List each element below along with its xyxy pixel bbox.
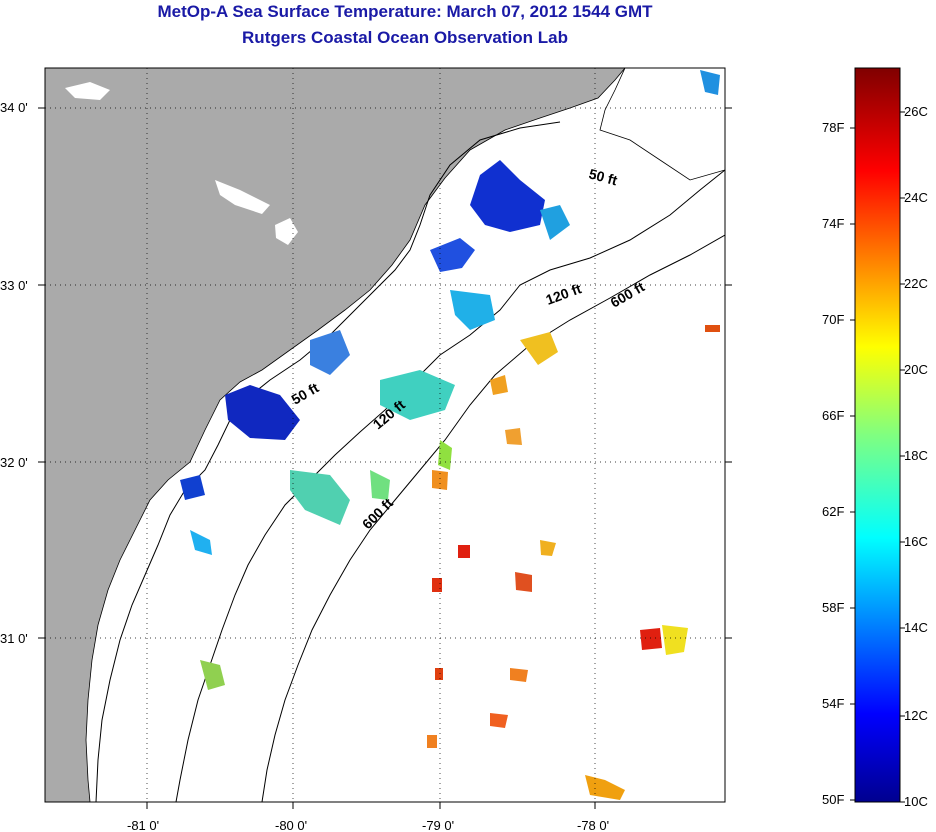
lat-tick-32: 32 0' <box>0 455 28 470</box>
land-mass <box>45 68 626 802</box>
map-frame <box>44 67 726 803</box>
colorbar-f-labels: 78F 74F 70F 66F 62F 58F 54F 50F <box>822 120 855 807</box>
lon-tick-80: -80 0' <box>275 818 307 832</box>
colorbar-c-label: 20C <box>904 362 928 377</box>
contour-600ft <box>261 234 725 802</box>
lon-tick-81: -81 0' <box>127 818 159 832</box>
map-title: MetOp-A Sea Surface Temperature: March 0… <box>157 2 653 21</box>
colorbar-f-label: 50F <box>822 792 844 807</box>
colorbar-c-label: 10C <box>904 794 928 809</box>
colorbar-f-label: 70F <box>822 312 844 327</box>
colorbar-c-label: 12C <box>904 708 928 723</box>
map-subtitle: Rutgers Coastal Ocean Observation Lab <box>242 28 568 47</box>
lon-tick-78: -78 0' <box>577 818 609 832</box>
lat-tick-31: 31 0' <box>0 631 28 646</box>
colorbar-c-labels: 26C 24C 22C 20C 18C 16C 14C 12C 10C <box>900 104 928 809</box>
lat-tick-34: 34 0' <box>0 100 28 115</box>
colorbar <box>854 67 901 803</box>
colorbar-c-label: 18C <box>904 448 928 463</box>
colorbar-c-label: 14C <box>904 620 928 635</box>
colorbar-c-label: 26C <box>904 104 928 119</box>
colorbar-f-label: 54F <box>822 696 844 711</box>
colorbar-f-label: 74F <box>822 216 844 231</box>
colorbar-c-label: 16C <box>904 534 928 549</box>
map-area <box>45 68 725 802</box>
lon-tick-79: -79 0' <box>422 818 454 832</box>
colorbar-f-label: 58F <box>822 600 844 615</box>
lat-tick-33: 33 0' <box>0 278 28 293</box>
colorbar-c-label: 24C <box>904 190 928 205</box>
colorbar-f-label: 66F <box>822 408 844 423</box>
sst-patches <box>180 70 720 690</box>
colorbar-f-label: 62F <box>822 504 844 519</box>
sst-warm-patches <box>427 325 720 800</box>
colorbar-c-label: 22C <box>904 276 928 291</box>
graticule <box>45 68 725 802</box>
colorbar-f-label: 78F <box>822 120 844 135</box>
contour-label-50ft-ne: 50 ft <box>587 165 619 188</box>
